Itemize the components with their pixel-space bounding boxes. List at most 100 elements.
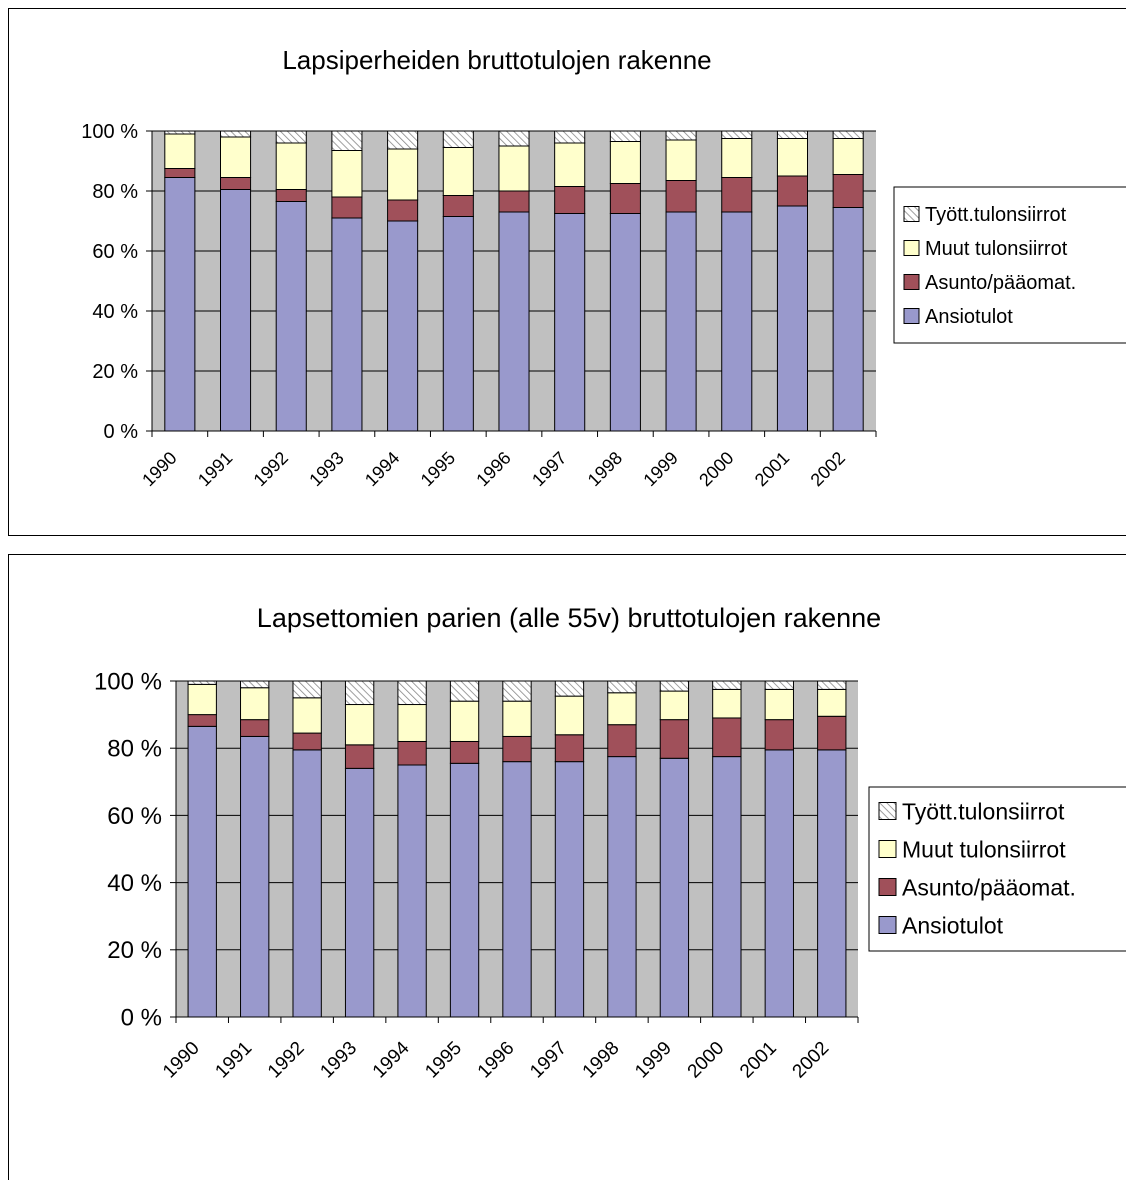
bar-segment-muut-tulonsiirrot-1999 xyxy=(659,690,690,721)
bar-segment-ty-tt-tulonsiirrot-1998 xyxy=(607,680,637,694)
bar-segment-ty-tt-tulonsiirrot-1990 xyxy=(164,130,196,135)
bar-segment-ansiotulot-2001 xyxy=(776,205,808,432)
bar-segment-asunto-p-omat--1990 xyxy=(187,714,217,727)
legend xyxy=(893,186,1126,344)
x-tick-label: 2002 xyxy=(789,1038,834,1083)
bar-segment-ansiotulot-1991 xyxy=(220,189,252,432)
bar-segment-ty-tt-tulonsiirrot-1997 xyxy=(554,680,585,697)
bar-segment-muut-tulonsiirrot-2001 xyxy=(776,138,808,177)
bar-segment-ansiotulot-1993 xyxy=(344,767,375,1018)
bar-segment-ty-tt-tulonsiirrot-2000 xyxy=(721,130,753,139)
legend-swatch xyxy=(878,840,897,858)
bar-segment-muut-tulonsiirrot-1991 xyxy=(240,687,270,721)
bar-segment-asunto-p-omat--1993 xyxy=(344,744,375,769)
bar-segment-asunto-p-omat--1996 xyxy=(502,735,532,763)
bar-segment-ty-tt-tulonsiirrot-1992 xyxy=(292,680,322,699)
x-tick-label: 1994 xyxy=(369,1037,414,1082)
bar-segment-ty-tt-tulonsiirrot-1995 xyxy=(442,130,474,148)
bar-segment-asunto-p-omat--1997 xyxy=(554,186,586,214)
x-tick-label: 1993 xyxy=(316,1038,361,1083)
bar-segment-ansiotulot-1994 xyxy=(387,220,419,432)
bar-segment-asunto-p-omat--1997 xyxy=(554,734,585,763)
x-tick-label: 1999 xyxy=(631,1038,676,1083)
bar-segment-ansiotulot-1996 xyxy=(498,211,530,432)
legend-label: Muut tulonsiirrot xyxy=(902,836,1066,862)
legend-label: Ansiotulot xyxy=(925,306,1013,328)
bar-segment-ansiotulot-2001 xyxy=(764,749,794,1018)
bar-segment-asunto-p-omat--1995 xyxy=(449,740,480,764)
x-tick-label: 1996 xyxy=(472,448,514,490)
chart-lapsiperheet-svg: Lapsiperheiden bruttotulojen rakenne 0 % 2… xyxy=(81,45,1126,490)
bar-segment-ty-tt-tulonsiirrot-1992 xyxy=(275,130,307,144)
x-tick-label: 1997 xyxy=(528,448,570,490)
chart-lapsettomat-parit-svg: Lapsettomien parien (alle 55v) bruttotul… xyxy=(94,603,1126,1083)
chart-title: Lapsiperheiden bruttotulojen rakenne xyxy=(282,45,711,75)
bar-segment-ansiotulot-1999 xyxy=(659,757,690,1018)
bar-segment-asunto-p-omat--1993 xyxy=(331,196,363,219)
bar-segment-muut-tulonsiirrot-2000 xyxy=(712,688,742,719)
bar-segment-asunto-p-omat--2000 xyxy=(721,177,753,213)
x-tick-label: 1996 xyxy=(474,1038,519,1083)
y-tick-label: 0 % xyxy=(104,421,139,443)
x-tick-label: 1998 xyxy=(584,448,626,490)
bar-segment-asunto-p-omat--2002 xyxy=(832,174,864,208)
legend-swatch xyxy=(903,308,920,324)
bar-segment-asunto-p-omat--1999 xyxy=(665,180,697,213)
bar-segment-ansiotulot-1995 xyxy=(449,762,480,1018)
x-tick-label: 1994 xyxy=(361,448,403,490)
y-tick-label: 40 % xyxy=(92,301,138,323)
legend-swatch xyxy=(878,802,897,820)
bar-segment-muut-tulonsiirrot-2000 xyxy=(721,138,753,178)
bar-segment-ansiotulot-1994 xyxy=(397,764,427,1018)
bar-segment-ansiotulot-1997 xyxy=(554,213,586,432)
bar-segment-ansiotulot-1996 xyxy=(502,761,532,1018)
bar-segment-ansiotulot-1997 xyxy=(554,761,585,1018)
bar-segment-asunto-p-omat--1999 xyxy=(659,719,690,759)
y-tick-label: 60 % xyxy=(92,241,138,263)
x-tick-label: 1991 xyxy=(194,448,236,490)
bar-segment-muut-tulonsiirrot-1998 xyxy=(609,141,641,184)
bar-segment-ty-tt-tulonsiirrot-2001 xyxy=(776,130,808,139)
bar-segment-ty-tt-tulonsiirrot-1990 xyxy=(187,680,217,685)
bar-segment-muut-tulonsiirrot-1993 xyxy=(331,150,363,198)
x-tick-label: 1997 xyxy=(526,1038,571,1083)
bar-segment-ansiotulot-1992 xyxy=(292,749,322,1018)
bar-segment-ty-tt-tulonsiirrot-2002 xyxy=(817,680,847,690)
bar-segment-ansiotulot-1993 xyxy=(331,217,363,432)
legend-label: Asunto/pääomat. xyxy=(902,874,1076,900)
bar-segment-asunto-p-omat--1991 xyxy=(240,719,270,737)
x-tick-label: 1991 xyxy=(211,1038,256,1083)
y-tick-label: 100 % xyxy=(94,668,162,695)
bar-segment-ty-tt-tulonsiirrot-1999 xyxy=(665,130,697,141)
bar-segment-ansiotulot-1998 xyxy=(609,213,641,432)
y-tick-label: 20 % xyxy=(92,361,138,383)
x-tick-label: 1990 xyxy=(159,1038,204,1083)
x-tick-label: 1998 xyxy=(579,1038,624,1083)
x-tick-label: 1992 xyxy=(264,1038,309,1083)
legend-label: Ansiotulot xyxy=(902,912,1004,938)
legend-swatch xyxy=(878,916,897,934)
x-tick-label: 2002 xyxy=(807,448,849,490)
legend-label: Asunto/pääomat. xyxy=(925,272,1076,294)
chart-title: Lapsettomien parien (alle 55v) bruttotul… xyxy=(257,603,881,633)
x-tick-label: 2000 xyxy=(684,1038,729,1083)
y-tick-label: 40 % xyxy=(107,870,162,897)
bar-segment-muut-tulonsiirrot-1997 xyxy=(554,695,585,736)
bar-segment-asunto-p-omat--2000 xyxy=(712,717,742,758)
bar-segment-muut-tulonsiirrot-1996 xyxy=(498,145,530,192)
bar-segment-asunto-p-omat--1998 xyxy=(609,183,641,214)
bar-segment-muut-tulonsiirrot-1992 xyxy=(292,697,322,734)
bar-segment-asunto-p-omat--2001 xyxy=(776,175,808,207)
bar-segment-asunto-p-omat--1994 xyxy=(387,199,419,222)
bar-segment-muut-tulonsiirrot-2001 xyxy=(764,688,794,721)
bar-segment-muut-tulonsiirrot-1994 xyxy=(397,704,427,742)
bar-segment-ty-tt-tulonsiirrot-1993 xyxy=(344,680,375,706)
y-tick-label: 80 % xyxy=(107,736,162,763)
chart-lapsettomat-parit: Lapsettomien parien (alle 55v) bruttotul… xyxy=(8,554,1126,1180)
bar-segment-ty-tt-tulonsiirrot-2000 xyxy=(712,680,742,690)
legend-swatch xyxy=(903,206,920,222)
bar-segment-ty-tt-tulonsiirrot-1991 xyxy=(240,680,270,689)
bar-segment-ansiotulot-1998 xyxy=(607,756,637,1018)
legend-swatch xyxy=(903,274,920,290)
bar-segment-asunto-p-omat--1998 xyxy=(607,724,637,758)
